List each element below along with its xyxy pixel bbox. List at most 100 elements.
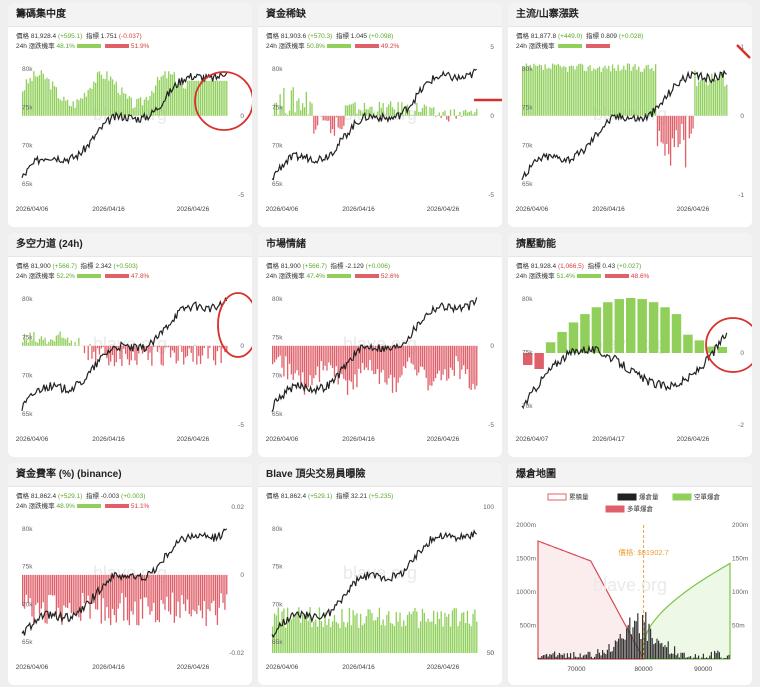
price-line bbox=[271, 529, 477, 639]
x-tick-label: 2026/04/26 bbox=[677, 206, 710, 213]
indicator-bar bbox=[352, 610, 354, 653]
indicator-bar bbox=[568, 322, 579, 353]
indicator-bar bbox=[608, 65, 610, 116]
stats-price-row: 價格 81,900 (+566.7) 指標 2.342 (+0.503) bbox=[16, 263, 138, 270]
indicator-bar bbox=[311, 627, 313, 653]
indicator-bar bbox=[699, 80, 702, 116]
liq-bar bbox=[659, 643, 661, 659]
indicator-bar bbox=[331, 115, 334, 130]
legend-swatch bbox=[605, 505, 625, 513]
indicator-bar bbox=[457, 345, 459, 362]
liq-bar bbox=[626, 628, 628, 659]
indicator-bar bbox=[285, 345, 287, 357]
panel-title: 多空力道 (24h) bbox=[8, 233, 252, 257]
liq-bar bbox=[654, 643, 656, 659]
indicator-bar bbox=[36, 574, 39, 603]
liq-bar bbox=[622, 638, 624, 659]
indicator-bar bbox=[226, 574, 228, 595]
indicator-bar bbox=[119, 345, 121, 360]
liq-bar bbox=[600, 655, 602, 659]
indicator-bar bbox=[153, 574, 155, 603]
y-tick-label: 70k bbox=[522, 403, 533, 410]
indicator-bar bbox=[117, 345, 119, 349]
indicator-bar bbox=[373, 345, 375, 375]
indicator-bar bbox=[59, 99, 61, 116]
indicator-bar bbox=[350, 104, 352, 116]
indicator-bar bbox=[65, 100, 67, 116]
price-line bbox=[21, 71, 228, 178]
indicator-bar bbox=[393, 345, 396, 378]
indicator-bar bbox=[326, 624, 328, 653]
indicator-bar bbox=[365, 345, 367, 368]
indicator-bar bbox=[343, 621, 345, 653]
indicator-bar bbox=[446, 345, 448, 381]
indicator-bar bbox=[126, 574, 129, 621]
legend-swatch bbox=[672, 493, 692, 501]
indicator-bar bbox=[403, 114, 405, 116]
indicator-bar bbox=[199, 345, 202, 364]
indicator-bar bbox=[440, 345, 442, 381]
indicator-bar bbox=[664, 115, 666, 156]
indicator-bar bbox=[399, 612, 401, 653]
indicator-bar bbox=[446, 616, 448, 653]
indicator-bar bbox=[446, 115, 448, 120]
x-tick-label: 2026/04/06 bbox=[266, 664, 299, 671]
indicator-bar bbox=[188, 345, 190, 349]
indicator-bar bbox=[31, 80, 33, 116]
x-tick-label: 2026/04/26 bbox=[427, 664, 460, 671]
indicator-bar bbox=[33, 71, 35, 116]
indicator-bar bbox=[307, 621, 309, 653]
y-tick-label: 65k bbox=[272, 411, 283, 418]
indicator-bar bbox=[46, 77, 48, 116]
indicator-bar bbox=[141, 345, 144, 354]
chart-svg: blave.org80k75k70k65k50-52026/04/062026/… bbox=[266, 44, 502, 213]
indicator-bar bbox=[192, 80, 194, 116]
stats-price-row: 價格 81,862.4 (+529.1) 指標 -0.003 (+0.003) bbox=[16, 493, 146, 500]
indicator-bar bbox=[322, 115, 324, 121]
indicator-bar bbox=[177, 83, 179, 116]
y-tick-label: 70k bbox=[22, 601, 33, 608]
indicator-bar bbox=[354, 101, 356, 116]
indicator-bar bbox=[412, 114, 414, 116]
indicator-bar bbox=[363, 623, 366, 653]
stats-prob-row: 24h 漲跌機率 50.8% 49.2% bbox=[266, 43, 400, 50]
indicator-bar bbox=[660, 307, 670, 353]
chart-svg: blave.org80k75k70k65k0.020-0.022026/04/0… bbox=[16, 504, 245, 671]
indicator-bar bbox=[213, 345, 215, 361]
indicator-bar bbox=[70, 574, 73, 614]
liq-bar bbox=[634, 620, 636, 659]
indicator-bar bbox=[115, 574, 117, 623]
liq-bar bbox=[664, 645, 666, 659]
indicator-bar bbox=[23, 574, 26, 609]
indicator-bar bbox=[647, 64, 649, 116]
liq-bar bbox=[560, 654, 562, 659]
indicator-bar bbox=[717, 347, 727, 353]
liq-bar bbox=[648, 623, 650, 659]
liq-bar bbox=[637, 613, 639, 659]
indicator-bar bbox=[125, 93, 127, 116]
indicator-bar bbox=[68, 342, 71, 346]
indicator-bar bbox=[283, 608, 285, 653]
indicator-bar bbox=[418, 627, 420, 653]
indicator-bar bbox=[341, 115, 343, 130]
indicator-bar bbox=[216, 80, 219, 116]
indicator-bar bbox=[701, 78, 704, 116]
liq-bar bbox=[656, 638, 658, 659]
indicator-bar bbox=[288, 110, 291, 116]
indicator-bar bbox=[706, 346, 716, 353]
indicator-bar bbox=[544, 64, 546, 116]
indicator-bar bbox=[643, 68, 646, 116]
indicator-bar bbox=[350, 345, 352, 382]
indicator-bar bbox=[63, 574, 65, 606]
indicator-bar bbox=[55, 87, 58, 116]
liq-bar bbox=[627, 624, 629, 659]
panel-title: Blave 頂尖交易員曝險 bbox=[258, 463, 502, 487]
indicator-bar bbox=[578, 64, 580, 116]
y-tick-label-right: 150m bbox=[732, 556, 748, 563]
indicator-bar bbox=[183, 345, 185, 365]
indicator-bar bbox=[220, 80, 222, 116]
indicator-bar bbox=[324, 115, 326, 121]
indicator-bar bbox=[29, 574, 31, 599]
indicator-bar bbox=[419, 111, 422, 116]
indicator-bar bbox=[369, 609, 371, 653]
